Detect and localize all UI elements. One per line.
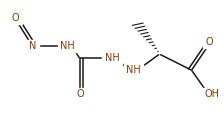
Text: O: O bbox=[77, 89, 84, 99]
Text: O: O bbox=[12, 13, 19, 23]
FancyBboxPatch shape bbox=[73, 88, 88, 100]
Text: NH: NH bbox=[105, 53, 119, 63]
FancyBboxPatch shape bbox=[124, 64, 143, 76]
Text: NH: NH bbox=[60, 41, 75, 51]
FancyBboxPatch shape bbox=[10, 12, 22, 24]
FancyBboxPatch shape bbox=[203, 36, 216, 48]
FancyBboxPatch shape bbox=[103, 52, 121, 64]
Text: O: O bbox=[206, 37, 213, 47]
Text: N: N bbox=[29, 41, 36, 51]
Text: NH: NH bbox=[126, 65, 141, 75]
FancyBboxPatch shape bbox=[26, 40, 39, 52]
FancyBboxPatch shape bbox=[201, 88, 222, 100]
FancyBboxPatch shape bbox=[58, 40, 77, 52]
Text: OH: OH bbox=[204, 89, 219, 99]
